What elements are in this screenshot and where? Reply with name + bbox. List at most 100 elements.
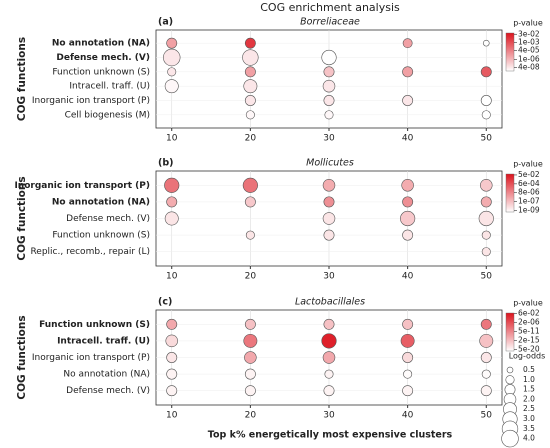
category-label: Defense mech. (V) (66, 386, 150, 396)
bubble (244, 66, 256, 78)
bubble (244, 351, 257, 364)
x-tick-label: 40 (402, 411, 414, 421)
y-axis-label: COG functions (16, 315, 28, 399)
size-legend-label: 0.5 (523, 365, 535, 374)
bubble (323, 95, 335, 106)
bubble (400, 210, 416, 227)
size-legend-marker (501, 429, 519, 448)
colorbar-tick-label: 1e-03 (518, 38, 540, 47)
colorbar (505, 32, 515, 72)
colorbar-tick-label: 6e-02 (518, 308, 540, 317)
category-label: No annotation (NA) (52, 197, 150, 207)
colorbar (505, 312, 515, 352)
colorbar-tick-label: 3e-02 (518, 29, 540, 38)
bubble (166, 196, 178, 208)
category-label: No annotation (NA) (63, 370, 150, 380)
bubble (480, 196, 492, 208)
bubble (402, 352, 414, 363)
bubble (402, 318, 414, 330)
panel-title: Mollicutes (306, 158, 354, 169)
bubble (164, 177, 180, 193)
bubble (480, 318, 492, 330)
x-tick-label: 50 (481, 134, 493, 144)
bubble (322, 351, 336, 364)
bubble (245, 110, 255, 120)
colorbar-title: p-value (513, 299, 543, 308)
bubble (322, 179, 336, 192)
colorbar-tick-label: 1e-07 (518, 196, 540, 205)
category-label: No annotation (NA) (52, 39, 150, 49)
bubble (167, 67, 177, 77)
bubble (165, 334, 178, 348)
bubble (481, 110, 491, 120)
bubble (166, 385, 178, 397)
colorbar-title: p-value (513, 160, 543, 169)
category-label: Defense mech. (V) (66, 214, 150, 224)
bubble (323, 318, 335, 330)
bubble (244, 95, 256, 106)
bubble (321, 333, 337, 349)
colorbar-tick-label: 5e-11 (518, 327, 540, 336)
colorbar-tick-label: 1e-06 (518, 55, 540, 64)
colorbar-tick-label: 1e-09 (518, 206, 540, 215)
bubble (480, 179, 493, 192)
bubble (324, 369, 334, 379)
x-tick-label: 10 (166, 134, 178, 144)
category-label: Function unknown (S) (39, 320, 150, 330)
bubble (244, 318, 256, 330)
x-tick-label: 20 (245, 411, 257, 421)
colorbar-tick-label: 4e-08 (518, 63, 540, 72)
panel-label: (a) (158, 17, 173, 28)
bubble (323, 196, 335, 208)
colorbar-tick-label: 2e-15 (518, 335, 540, 344)
size-legend-label: 1.0 (523, 375, 535, 384)
x-tick-label: 10 (166, 411, 178, 421)
category-label: Cell biogenesis (M) (65, 110, 150, 120)
category-label: Function unknown (S) (52, 231, 150, 241)
bubble (481, 247, 491, 257)
category-label: Intracell. traff. (U) (69, 82, 150, 92)
size-legend-title: Log-odds (509, 352, 546, 361)
x-tick-label: 20 (245, 134, 257, 144)
colorbar-tick-label: 2e-06 (518, 317, 540, 326)
bubble (166, 318, 178, 330)
bubble (244, 37, 256, 49)
x-tick-label: 10 (166, 272, 178, 282)
figure-title: COG enrichment analysis (260, 1, 400, 14)
size-legend-label: 4.0 (523, 434, 535, 443)
size-legend-marker (505, 375, 515, 385)
size-legend-marker (506, 366, 514, 374)
x-tick-label: 30 (323, 272, 335, 282)
bubble (324, 110, 334, 120)
bubble (163, 48, 181, 67)
bubble (402, 95, 414, 106)
bubble (483, 39, 490, 47)
bubble (481, 230, 491, 240)
panel-label: (b) (158, 158, 173, 169)
bubble (480, 66, 492, 78)
bubble (479, 333, 494, 348)
colorbar-title: p-value (513, 19, 543, 28)
bubble (245, 230, 255, 240)
bubble (166, 368, 178, 380)
bubble (402, 229, 414, 241)
category-label: Inorganic ion transport (P) (32, 96, 150, 106)
category-label: Defense mech. (V) (56, 53, 150, 63)
bubble (322, 212, 336, 225)
bubble (402, 196, 414, 208)
colorbar-tick-label: 5e-20 (518, 345, 540, 354)
y-axis-label: COG functions (16, 176, 28, 260)
bubble (402, 38, 413, 49)
bubble (321, 49, 337, 66)
category-label: Replic., recomb., repair (L) (30, 247, 150, 257)
bubble (481, 369, 491, 379)
category-label: Inorganic ion transport (P) (14, 181, 150, 191)
category-label: Inorganic ion transport (P) (32, 353, 150, 363)
bubble (164, 211, 179, 226)
bubble (244, 196, 256, 208)
bubble (244, 368, 256, 380)
bubble (166, 352, 178, 363)
x-tick-label: 50 (481, 411, 493, 421)
bubble (242, 49, 259, 66)
